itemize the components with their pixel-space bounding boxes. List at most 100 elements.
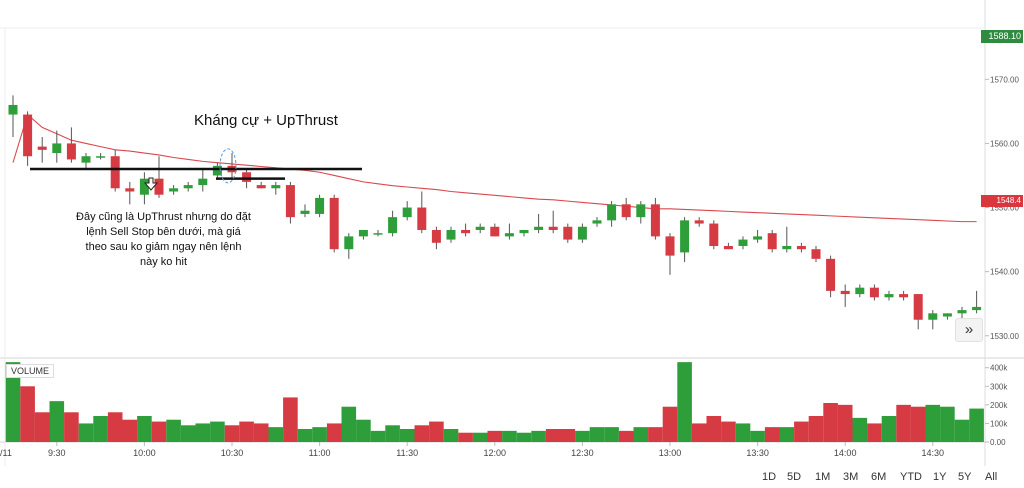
- volume-bar: [356, 419, 371, 442]
- volume-bar: [283, 397, 298, 442]
- volume-bar: [64, 412, 79, 442]
- volume-tick-label: 0.00: [990, 438, 1006, 447]
- volume-bar: [151, 421, 167, 442]
- volume-bar: [808, 416, 824, 442]
- candle-body: [242, 172, 252, 182]
- price-tick-label: 1570.00: [990, 75, 1019, 84]
- candle-body: [212, 165, 222, 176]
- candle-body: [358, 229, 368, 237]
- range-5d-button[interactable]: 5D: [787, 471, 802, 483]
- range-5y-button[interactable]: 5Y: [958, 471, 972, 483]
- volume-bar: [852, 417, 868, 442]
- volume-bar: [312, 427, 327, 442]
- volume-bar: [648, 427, 663, 442]
- volume-panel-label: VOLUME: [6, 364, 55, 378]
- candle-body: [534, 226, 544, 230]
- volume-bar: [560, 429, 576, 442]
- volume-bar: [867, 423, 882, 442]
- volume-bar: [516, 432, 532, 442]
- double-chevron-right-icon: »: [964, 321, 974, 338]
- time-tick-label: 14:00: [834, 448, 857, 458]
- time-tick-label: 11:00: [309, 448, 331, 458]
- candle-body: [636, 204, 646, 218]
- volume-bar: [721, 421, 736, 442]
- volume-bar: [837, 404, 853, 442]
- candle-body: [709, 223, 719, 246]
- time-tick-label: 12:00: [484, 448, 507, 458]
- volume-bar: [662, 406, 678, 442]
- volume-bar: [735, 423, 751, 442]
- volume-bar: [575, 430, 590, 442]
- volume-bar: [370, 430, 386, 442]
- range-1m-button[interactable]: 1M: [815, 471, 831, 483]
- volume-bar: [487, 430, 503, 442]
- volume-bar: [940, 406, 955, 442]
- candle-body: [66, 143, 76, 160]
- volume-bar: [253, 423, 269, 442]
- volume-bar: [691, 423, 707, 442]
- time-tick-label: 13:00: [659, 448, 682, 458]
- candle-body: [577, 226, 587, 240]
- range-1d-button[interactable]: 1D: [762, 471, 777, 483]
- candle-body: [315, 197, 325, 214]
- volume-bar: [954, 419, 970, 442]
- time-tick-label: 10:30: [221, 448, 244, 458]
- candle-body: [665, 236, 675, 256]
- volume-bar: [779, 427, 795, 442]
- range-6m-button[interactable]: 6M: [871, 471, 887, 483]
- volume-tick-label: 400k: [990, 364, 1008, 373]
- volume-bar: [195, 423, 211, 442]
- candle-body: [592, 220, 602, 224]
- candle-body: [563, 226, 573, 240]
- candle-body: [271, 185, 281, 189]
- candle-body: [782, 246, 792, 250]
- candle-body: [928, 313, 938, 320]
- range-ytd-button[interactable]: YTD: [900, 471, 922, 483]
- volume-bar: [502, 430, 517, 442]
- volume-bar: [210, 421, 225, 442]
- range-all-button[interactable]: All: [985, 471, 998, 483]
- volume-bar: [458, 432, 473, 442]
- volume-bar: [618, 430, 634, 442]
- volume-bar: [239, 421, 254, 442]
- moving-average-line: [12, 113, 977, 223]
- volume-bar: [180, 425, 196, 442]
- range-selector: 1D 5D 1M 3M 6M YTD 1Y 5Y All: [0, 466, 1024, 488]
- candle-body: [329, 197, 339, 250]
- candle-body: [373, 233, 383, 235]
- candle-body: [475, 226, 485, 230]
- time-tick-label: 12:30: [571, 448, 594, 458]
- time-tick-label: /11: [0, 448, 12, 458]
- range-3m-button[interactable]: 3M: [843, 471, 859, 483]
- volume-bar: [166, 419, 181, 442]
- candle-body: [767, 233, 777, 250]
- candle-body: [417, 207, 427, 230]
- range-1y-button[interactable]: 1Y: [933, 471, 947, 483]
- price-tick-label: 1560.00: [990, 139, 1019, 148]
- volume-bar: [268, 427, 284, 442]
- candle-body: [519, 229, 529, 234]
- candle-body: [723, 246, 733, 250]
- volume-bar: [764, 427, 780, 442]
- candle-body: [607, 204, 617, 221]
- candle-body: [256, 185, 266, 189]
- candle-body: [753, 236, 763, 240]
- candle-body: [826, 258, 836, 291]
- candle-body: [154, 178, 164, 195]
- volume-bar: [881, 416, 897, 442]
- candle-body: [811, 249, 821, 259]
- volume-bar: [20, 386, 35, 442]
- candle-body: [96, 156, 106, 158]
- volume-bar: [5, 362, 21, 442]
- volume-bar: [34, 412, 50, 442]
- price-tick-label: 1540.00: [990, 268, 1019, 277]
- price-tick-label: 1550.00: [990, 204, 1019, 213]
- time-tick-label: 10:00: [133, 448, 156, 458]
- candle-body: [23, 114, 33, 157]
- scroll-to-latest-button[interactable]: »: [955, 318, 983, 342]
- candle-body: [942, 313, 952, 317]
- candle-body: [899, 294, 909, 298]
- candle-body: [183, 185, 193, 189]
- candle-body: [402, 207, 412, 218]
- up-arrow-icon: [143, 177, 159, 191]
